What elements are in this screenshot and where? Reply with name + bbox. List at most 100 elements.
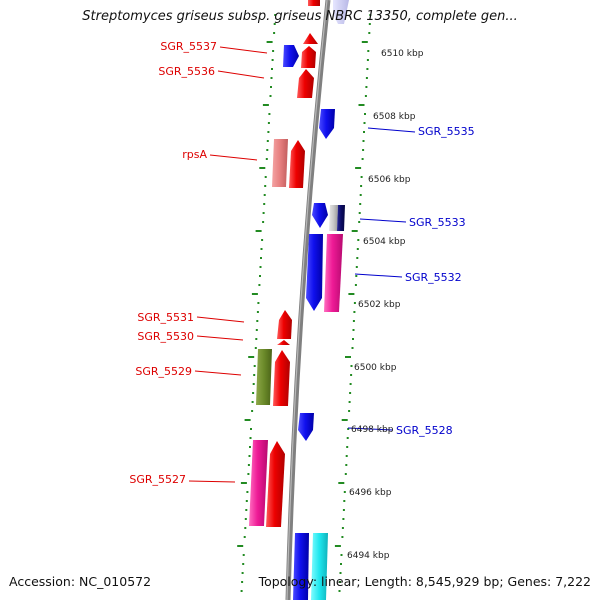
gene-arrow-bottom-cyan[interactable] <box>311 533 328 600</box>
tick-mark <box>361 41 368 43</box>
gene-arrow-pink-lower[interactable] <box>249 440 268 526</box>
tick-mark <box>245 509 248 511</box>
gene-arrow-sgr-5535[interactable] <box>319 109 335 139</box>
tick-mark <box>243 536 246 538</box>
tick-mark <box>244 518 247 520</box>
tick-mark <box>348 293 355 295</box>
tick-mark <box>362 140 365 142</box>
gene-arrow-red-top-2[interactable] <box>301 46 316 68</box>
gene-label-sgr-5531[interactable]: SGR_5531 <box>137 311 194 324</box>
gene-arrow-sgr-5533-navy[interactable] <box>337 205 345 231</box>
tick-mark <box>262 212 265 214</box>
gene-arrow-sgr-5529-olive[interactable] <box>256 349 272 405</box>
tick-mark <box>355 275 358 277</box>
tick-mark <box>359 203 362 205</box>
gene-label-sgr-5532[interactable]: SGR_5532 <box>405 271 462 284</box>
gene-arrow-top-left-partial[interactable] <box>308 0 320 6</box>
tick-mark <box>355 266 358 268</box>
tick-mark <box>240 590 243 592</box>
tick-mark <box>258 284 261 286</box>
tick-mark <box>346 446 349 448</box>
gene-arrow-sgr-5536[interactable] <box>297 69 314 98</box>
gene-arrow-sgr-5532-pink[interactable] <box>324 234 343 312</box>
gene-arrow-salmon[interactable] <box>272 139 288 187</box>
gene-label-sgr-5533[interactable]: SGR_5533 <box>409 216 466 229</box>
accession-text: Accession: NC_010572 <box>9 574 152 589</box>
gene-label-sgr-5528[interactable]: SGR_5528 <box>396 424 453 437</box>
gene-label-rpsa[interactable]: rpsA <box>182 148 207 161</box>
gene-arrow-sgr-5532-blue[interactable] <box>306 234 323 311</box>
tick-mark <box>358 221 361 223</box>
gene-arrow-rpsa[interactable] <box>289 140 305 188</box>
tick-mark <box>352 320 355 322</box>
tick-mark <box>340 554 343 556</box>
tick-mark <box>352 329 355 331</box>
gene-label-sgr-5527[interactable]: SGR_5527 <box>129 473 186 486</box>
gene-arrow-bottom-blue[interactable] <box>293 533 309 600</box>
tick-mark <box>248 356 255 358</box>
tick-mark <box>237 545 244 547</box>
gene-arrow-sgr-5528[interactable] <box>298 413 314 441</box>
gene-label-sgr-5536[interactable]: SGR_5536 <box>158 65 215 78</box>
tick-mark <box>266 41 273 43</box>
gene-arrow-sgr-5530[interactable] <box>277 340 290 345</box>
tick-mark <box>345 455 348 457</box>
tick-mark <box>342 509 345 511</box>
right-tick-row <box>334 14 372 592</box>
tick-mark <box>347 428 350 430</box>
gene-arrow-sgr-5527[interactable] <box>266 441 285 527</box>
tick-mark <box>363 131 365 133</box>
tick-mark <box>369 14 372 16</box>
gene-arrow-sgr-5529-red[interactable] <box>273 350 290 406</box>
tick-mark <box>267 131 270 133</box>
gene-arrow-sgr-5533-gray[interactable] <box>329 205 338 231</box>
tick-mark <box>257 302 260 304</box>
tick-mark <box>367 50 370 52</box>
gene-label-sgr-5529[interactable]: SGR_5529 <box>135 365 192 378</box>
tick-mark <box>352 338 354 340</box>
tick-mark <box>358 212 361 214</box>
left-tick-row <box>237 14 277 592</box>
tick-mark <box>262 104 269 106</box>
chromosome-backbone-highlight <box>286 0 328 601</box>
tick-mark <box>366 68 369 70</box>
gene-arrow-red-top-1[interactable] <box>303 33 318 44</box>
gene-arrow-sgr-5531[interactable] <box>277 310 292 339</box>
gene-label-sgr-5530[interactable]: SGR_5530 <box>137 330 194 343</box>
tick-mark <box>251 293 258 295</box>
tick-mark <box>349 392 352 394</box>
tick-mark <box>344 473 347 475</box>
gene-arrow-sgr-5533-blue[interactable] <box>312 203 328 228</box>
position-label: 6496 kbp <box>349 488 392 498</box>
position-label: 6500 kbp <box>354 363 397 373</box>
tick-mark <box>256 320 259 322</box>
tick-mark <box>364 95 367 97</box>
tick-mark <box>356 257 359 259</box>
tick-mark <box>356 248 359 250</box>
tick-mark <box>255 338 258 340</box>
tick-mark <box>363 122 366 124</box>
tick-mark <box>272 50 275 52</box>
tick-mark <box>252 383 255 385</box>
tick-mark <box>341 419 348 421</box>
gene-arrow-sgr-5537[interactable] <box>283 45 299 67</box>
tick-mark <box>368 23 371 25</box>
tick-mark <box>368 32 371 34</box>
tick-mark <box>263 203 266 205</box>
gene-arrow-top-right-partial[interactable] <box>333 0 349 24</box>
tick-mark <box>267 122 270 124</box>
tick-mark <box>264 176 267 178</box>
tick-mark <box>249 437 252 439</box>
tick-mark <box>271 68 273 70</box>
tick-mark <box>244 527 247 529</box>
tick-mark <box>339 572 342 574</box>
gene-label-sgr-5537[interactable]: SGR_5537 <box>160 40 217 53</box>
tick-mark <box>251 401 254 403</box>
tick-mark <box>271 59 274 61</box>
gene-label-sgr-5535[interactable]: SGR_5535 <box>418 125 475 138</box>
tick-mark <box>262 221 265 223</box>
tick-mark <box>255 329 258 331</box>
tick-mark <box>345 464 348 466</box>
tick-mark <box>350 374 353 376</box>
